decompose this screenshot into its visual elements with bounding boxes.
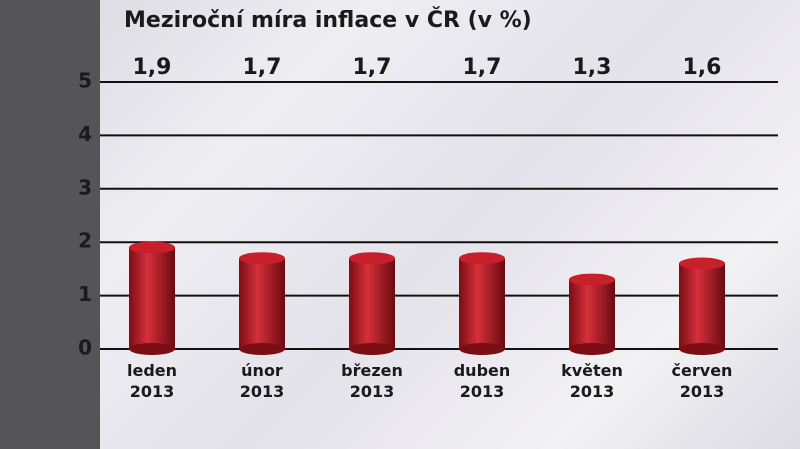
x-tick-label: únor 2013: [239, 361, 285, 401]
bar-body: [129, 247, 175, 349]
bar-top: [679, 257, 725, 270]
value-label: 1,7: [463, 55, 502, 80]
chart-title: Meziroční míra inflace v ČR (v %): [124, 7, 532, 33]
y-tick-label: 5: [78, 69, 92, 93]
value-label: 1,3: [573, 55, 612, 80]
bar-body: [569, 279, 615, 349]
value-label: 1,9: [133, 55, 172, 80]
bar-body: [239, 258, 285, 349]
bar: [679, 257, 725, 355]
bar: [239, 252, 285, 355]
value-label: 1,6: [683, 55, 722, 80]
bar-bottom: [349, 343, 395, 355]
bar-bottom: [459, 343, 505, 355]
bar: [459, 252, 505, 355]
value-label: 1,7: [353, 55, 392, 80]
x-tick-label: červen 2013: [671, 361, 733, 401]
y-tick-label: 4: [78, 122, 92, 146]
bar: [349, 252, 395, 355]
x-tick-label: duben 2013: [453, 361, 511, 401]
bar-bottom: [129, 343, 175, 355]
y-tick-label: 3: [78, 175, 92, 199]
y-tick-label: 0: [78, 336, 92, 360]
bar: [129, 241, 175, 355]
y-tick-label: 2: [78, 229, 92, 253]
value-label: 1,7: [243, 55, 282, 80]
bar-top: [459, 252, 505, 265]
bar-top: [569, 273, 615, 286]
bar-top: [239, 252, 285, 265]
bar-bottom: [569, 343, 615, 355]
x-tick-label: květen 2013: [561, 361, 623, 401]
bar-body: [349, 258, 395, 349]
bar-body: [679, 263, 725, 349]
bar-body: [459, 258, 505, 349]
bar-top: [349, 252, 395, 265]
bar-bottom: [239, 343, 285, 355]
bar: [569, 273, 615, 355]
x-tick-label: březen 2013: [341, 361, 403, 401]
bar-top: [129, 241, 175, 254]
x-tick-label: leden 2013: [126, 361, 178, 401]
y-tick-label: 1: [78, 282, 92, 306]
bar-bottom: [679, 343, 725, 355]
side-panel: [0, 0, 100, 449]
